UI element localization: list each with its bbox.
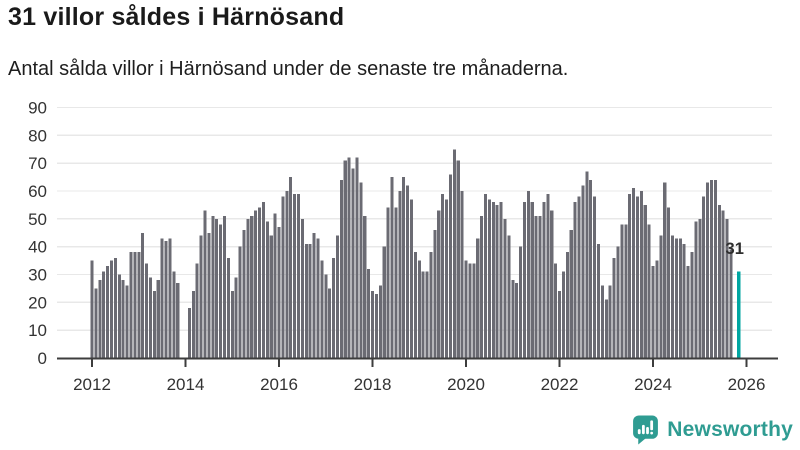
svg-text:50: 50 bbox=[28, 210, 47, 229]
svg-text:2022: 2022 bbox=[541, 375, 579, 394]
highlight-value-label: 31 bbox=[726, 240, 744, 258]
bar-chart-speech-bubble-icon bbox=[633, 415, 659, 445]
svg-text:20: 20 bbox=[28, 293, 47, 312]
svg-text:2024: 2024 bbox=[634, 375, 672, 394]
chart-subtitle: Antal sålda villor i Härnösand under de … bbox=[8, 58, 569, 80]
svg-text:40: 40 bbox=[28, 238, 47, 257]
svg-text:30: 30 bbox=[28, 266, 47, 285]
svg-text:60: 60 bbox=[28, 182, 47, 201]
svg-text:2018: 2018 bbox=[354, 375, 392, 394]
page-title: 31 villor såldes i Härnösand bbox=[8, 3, 345, 31]
newsworthy-logo-text: Newsworthy bbox=[667, 418, 793, 441]
svg-text:2014: 2014 bbox=[167, 375, 205, 394]
svg-text:0: 0 bbox=[38, 349, 47, 368]
svg-text:90: 90 bbox=[28, 99, 47, 118]
svg-text:2016: 2016 bbox=[260, 375, 298, 394]
newsworthy-logo: Newsworthy bbox=[632, 415, 793, 445]
svg-text:70: 70 bbox=[28, 154, 47, 173]
svg-text:2020: 2020 bbox=[447, 375, 485, 394]
svg-text:2012: 2012 bbox=[73, 375, 111, 394]
svg-text:2026: 2026 bbox=[728, 375, 766, 394]
svg-text:80: 80 bbox=[28, 126, 47, 145]
svg-text:10: 10 bbox=[28, 321, 47, 340]
